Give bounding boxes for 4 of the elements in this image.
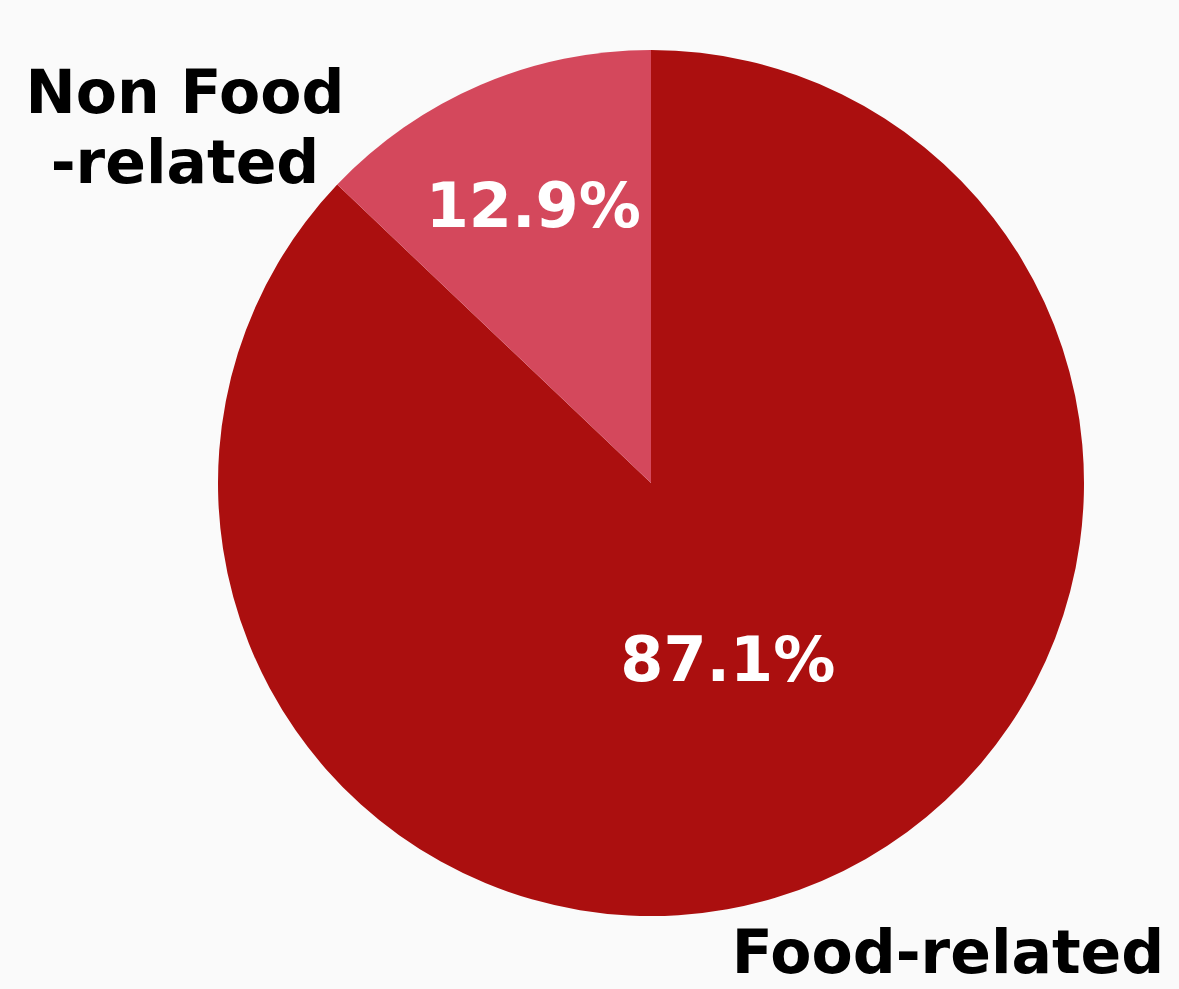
slice-label: Non Food -related [25,57,345,197]
data-label: 87.1% [620,623,836,697]
data-label: 12.9% [425,169,641,243]
slice-label: Food-related [731,917,1165,987]
